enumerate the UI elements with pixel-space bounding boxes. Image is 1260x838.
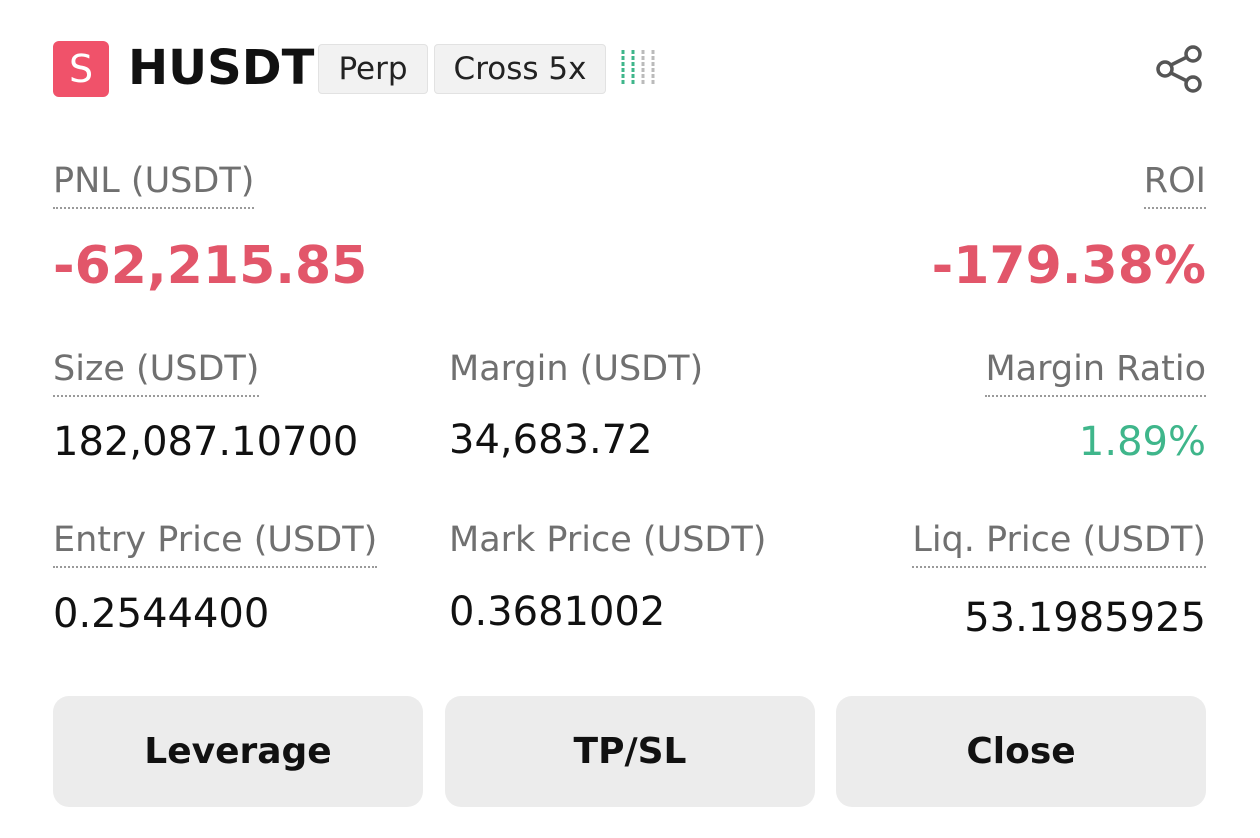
- field-value: 182,087.10700: [53, 419, 359, 465]
- roi-label: ROI: [1143, 164, 1206, 209]
- field-label: Margin Ratio: [985, 352, 1206, 397]
- tag: Cross 5x: [434, 44, 606, 94]
- field-value: 53.1985925: [964, 595, 1206, 641]
- pnl-value: -62,215.85: [53, 236, 368, 296]
- roi-value: -179.38%: [931, 236, 1206, 296]
- leverage-indicator: [621, 50, 655, 84]
- tag: Perp: [318, 44, 428, 94]
- field-label: Margin (USDT): [449, 349, 704, 389]
- symbol: HUSDT: [128, 40, 315, 96]
- tpsl-button[interactable]: TP/SL: [445, 696, 815, 807]
- field-label: Size (USDT): [53, 352, 260, 397]
- field-label: Liq. Price (USDT): [912, 523, 1206, 568]
- share-icon[interactable]: [1154, 44, 1206, 94]
- pnl-label: PNL (USDT): [53, 164, 255, 209]
- close-button[interactable]: Close: [836, 696, 1206, 807]
- leverage-button[interactable]: Leverage: [53, 696, 423, 807]
- coin-icon: S: [53, 41, 109, 97]
- field-value: 1.89%: [1078, 419, 1206, 465]
- field-value: 34,683.72: [449, 417, 653, 463]
- field-value: 0.3681002: [449, 589, 666, 635]
- field-label: Mark Price (USDT): [449, 520, 767, 560]
- field-value: 0.2544400: [53, 591, 270, 637]
- field-label: Entry Price (USDT): [53, 523, 378, 568]
